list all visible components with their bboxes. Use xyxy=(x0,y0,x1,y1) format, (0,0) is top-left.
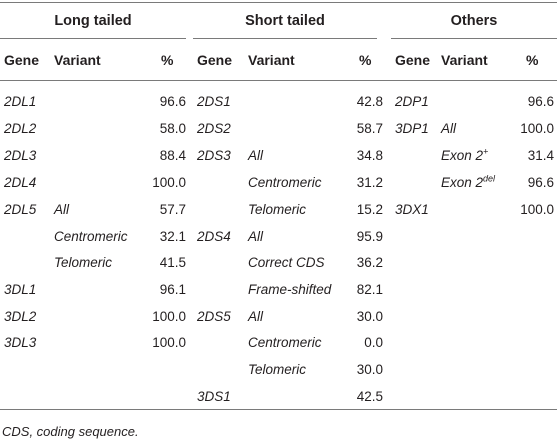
short-variant-cell: Centromeric xyxy=(248,335,322,350)
others-pct-cell: 96.6 xyxy=(527,94,554,109)
short-pct-cell: 34.8 xyxy=(356,148,383,163)
long-gene-cell: 2DL5 xyxy=(4,202,37,217)
long-pct-cell: 100.0 xyxy=(152,335,186,350)
short-pct-cell: 30.0 xyxy=(356,362,383,377)
col-header-variant: Variant xyxy=(441,52,488,68)
long-gene-cell: 3DL1 xyxy=(4,282,37,297)
others-gene-cell: 3DX1 xyxy=(395,202,429,217)
short-variant-cell: Telomeric xyxy=(248,362,307,377)
col-header-pct: % xyxy=(359,52,372,68)
short-pct-cell: 15.2 xyxy=(356,202,383,217)
short-pct-cell: 42.5 xyxy=(356,389,383,404)
others-variant-superscript: + xyxy=(483,146,489,157)
long-pct-cell: 41.5 xyxy=(159,255,186,270)
others-variant-text: Exon 2 xyxy=(441,175,484,190)
long-variant-cell: Centromeric xyxy=(54,229,128,244)
short-gene-cell: 2DS1 xyxy=(197,94,231,109)
others-gene-cell: 3DP1 xyxy=(395,121,429,136)
short-gene-cell: 2DS4 xyxy=(197,229,231,244)
long-pct-cell: 88.4 xyxy=(159,148,186,163)
others-variant-cell: All xyxy=(441,121,457,136)
short-pct-cell: 42.8 xyxy=(356,94,383,109)
others-gene-cell: 2DP1 xyxy=(395,94,429,109)
short-variant-cell: All xyxy=(248,229,264,244)
long-pct-cell: 100.0 xyxy=(152,309,186,324)
long-pct-cell: 96.6 xyxy=(159,94,186,109)
long-gene-cell: 3DL2 xyxy=(4,309,37,324)
long-gene-cell: 2DL2 xyxy=(4,121,37,136)
long-gene-cell: 2DL1 xyxy=(4,94,37,109)
short-variant-cell: Telomeric xyxy=(248,202,307,217)
others-variant-text: Exon 2 xyxy=(441,148,484,163)
long-gene-cell: 2DL3 xyxy=(4,148,37,163)
group-rule-short-tailed xyxy=(193,38,377,39)
short-gene-cell: 3DS1 xyxy=(197,389,231,404)
others-pct-cell: 100.0 xyxy=(520,121,554,136)
short-variant-cell: Frame-shifted xyxy=(248,282,332,297)
others-pct-cell: 31.4 xyxy=(527,148,554,163)
table-bottom-rule xyxy=(0,409,557,410)
long-gene-cell: 2DL4 xyxy=(4,175,37,190)
short-pct-cell: 58.7 xyxy=(356,121,383,136)
header-bottom-rule xyxy=(0,80,557,81)
table-footnote: CDS, coding sequence. xyxy=(2,424,139,439)
short-variant-cell: Centromeric xyxy=(248,175,322,190)
others-pct-cell: 100.0 xyxy=(520,202,554,217)
short-gene-cell: 2DS3 xyxy=(197,148,231,163)
col-header-pct: % xyxy=(161,52,174,68)
long-pct-cell: 96.1 xyxy=(159,282,186,297)
others-variant-cell: Exon 2del xyxy=(441,173,496,190)
short-pct-cell: 36.2 xyxy=(356,255,383,270)
group-rule-others xyxy=(391,38,557,39)
short-pct-cell: 82.1 xyxy=(356,282,383,297)
col-header-gene: Gene xyxy=(395,52,431,68)
others-variant-superscript: del xyxy=(483,173,496,184)
col-header-gene: Gene xyxy=(4,52,40,68)
short-variant-cell: All xyxy=(248,309,264,324)
short-gene-cell: 2DS5 xyxy=(197,309,231,324)
short-gene-cell: 2DS2 xyxy=(197,121,231,136)
table-top-rule xyxy=(0,2,557,3)
long-variant-cell: Telomeric xyxy=(54,255,113,270)
others-variant-cell: Exon 2+ xyxy=(441,146,489,163)
group-header-short-tailed: Short tailed xyxy=(245,13,325,29)
short-variant-cell: Correct CDS xyxy=(248,255,325,270)
short-pct-cell: 30.0 xyxy=(356,309,383,324)
long-pct-cell: 58.0 xyxy=(159,121,186,136)
group-header-long-tailed: Long tailed xyxy=(54,13,132,29)
short-pct-cell: 31.2 xyxy=(356,175,383,190)
col-header-pct: % xyxy=(526,52,539,68)
short-variant-cell: All xyxy=(248,148,264,163)
long-gene-cell: 3DL3 xyxy=(4,335,37,350)
long-pct-cell: 32.1 xyxy=(159,229,186,244)
col-header-variant: Variant xyxy=(54,52,101,68)
col-header-variant: Variant xyxy=(248,52,295,68)
long-pct-cell: 57.7 xyxy=(159,202,186,217)
col-header-gene: Gene xyxy=(197,52,233,68)
long-variant-cell: All xyxy=(54,202,70,217)
group-header-others: Others xyxy=(450,13,498,29)
others-pct-cell: 96.6 xyxy=(527,175,554,190)
short-pct-cell: 0.0 xyxy=(364,335,383,350)
short-pct-cell: 95.9 xyxy=(356,229,383,244)
long-pct-cell: 100.0 xyxy=(152,175,186,190)
group-rule-long-tailed xyxy=(0,38,186,39)
